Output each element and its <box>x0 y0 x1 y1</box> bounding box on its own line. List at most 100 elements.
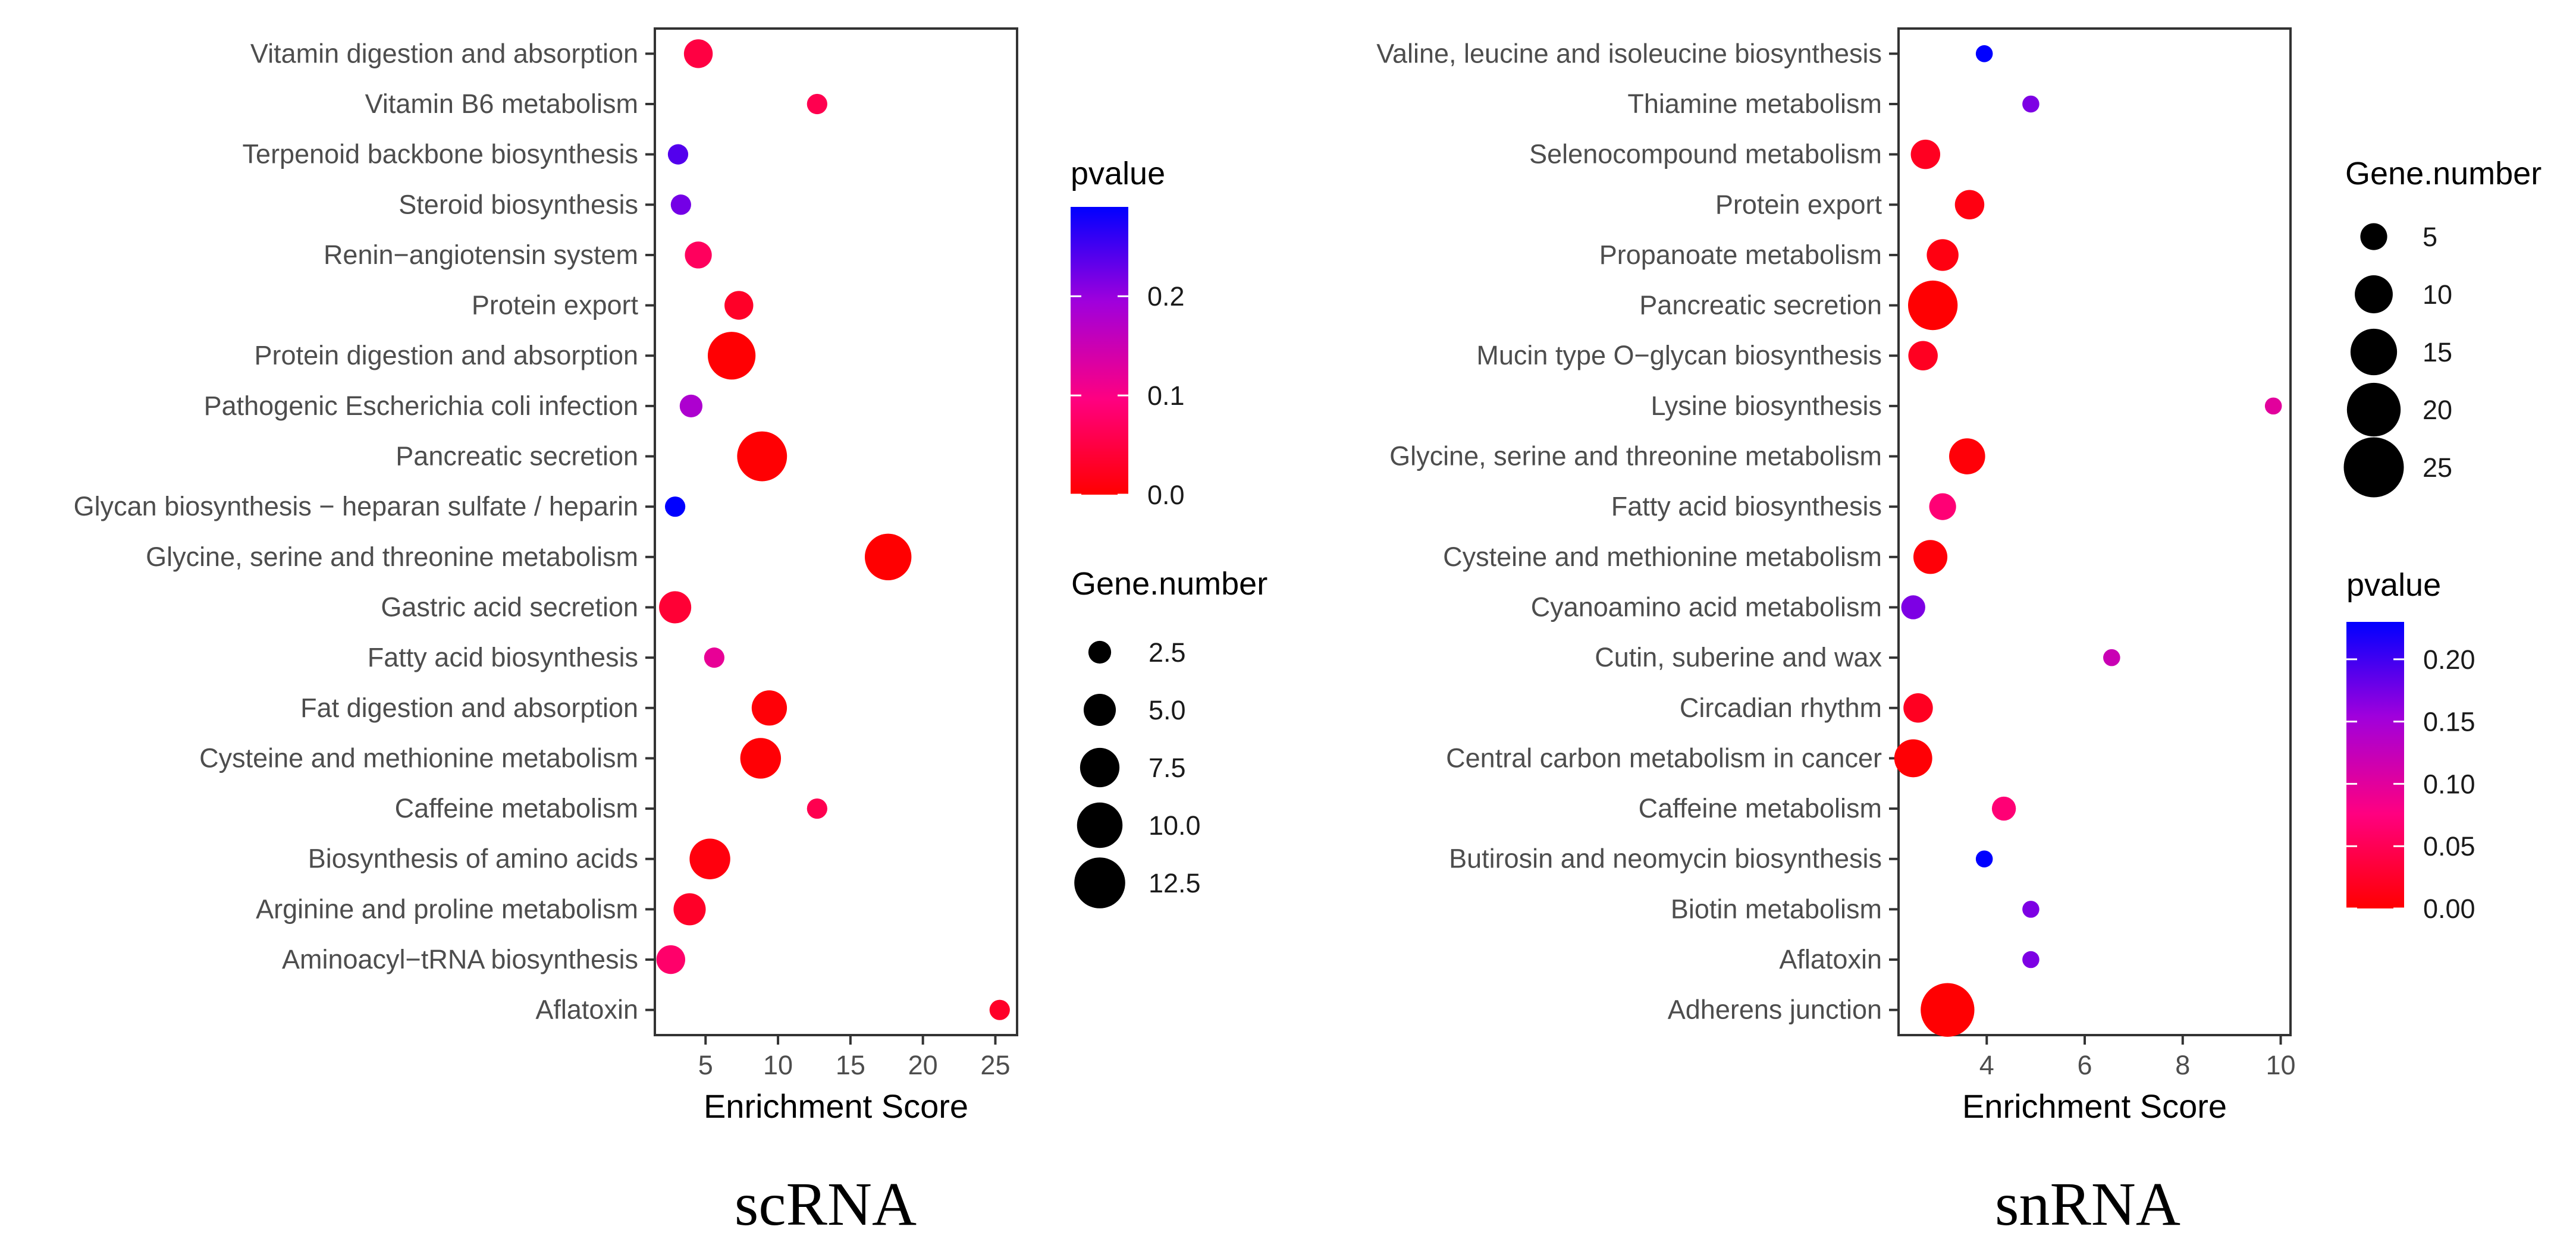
data-point <box>737 431 787 482</box>
y-category-label: Selenocompound metabolism <box>1529 139 1882 169</box>
size-legend-label: 25 <box>2423 452 2452 483</box>
y-category-label: Renin−angiotensin system <box>324 240 638 270</box>
y-category-label: Terpenoid backbone biosynthesis <box>243 139 638 169</box>
data-point <box>807 93 827 115</box>
size-legend-label: 7.5 <box>1149 753 1186 783</box>
data-point <box>689 838 730 879</box>
size-legend-title: Gene.number <box>1071 566 1267 602</box>
data-point <box>656 945 685 974</box>
color-legend-title: pvalue <box>1071 156 1165 191</box>
data-point <box>989 999 1010 1020</box>
x-tick-label: 10 <box>763 1050 793 1080</box>
data-point <box>664 496 686 517</box>
y-category-label: Central carbon metabolism in cancer <box>1446 743 1882 773</box>
data-point <box>1903 693 1933 723</box>
y-category-label: Fatty acid biosynthesis <box>1611 491 1882 521</box>
x-tick-label: 8 <box>2175 1050 2190 1080</box>
y-category-label: Glycine, serine and threonine metabolism <box>1389 441 1882 471</box>
size-legend-label: 20 <box>2423 395 2452 425</box>
data-point <box>667 144 689 165</box>
size-legend-label: 12.5 <box>1149 868 1201 898</box>
y-category-label: Fatty acid biosynthesis <box>368 642 638 672</box>
plot-panel-0 <box>654 27 1018 1036</box>
data-point <box>1901 595 1925 620</box>
data-point <box>751 690 787 726</box>
data-point <box>1926 239 1959 271</box>
x-tick-label: 10 <box>2266 1050 2295 1080</box>
size-legend-key <box>2343 437 2404 498</box>
x-tick-label: 25 <box>980 1050 1010 1080</box>
panel-caption: scRNA <box>735 1170 917 1238</box>
y-category-label: Aflatoxin <box>535 995 638 1025</box>
data-point <box>707 332 756 380</box>
data-point <box>679 394 703 418</box>
y-category-label: Mucin type O−glycan biosynthesis <box>1476 340 1882 370</box>
y-category-label: Caffeine metabolism <box>1639 793 1882 823</box>
data-point <box>1908 341 1938 370</box>
size-legend-key <box>1083 693 1116 727</box>
y-category-label: Pancreatic secretion <box>396 441 638 471</box>
color-bar <box>1071 207 1128 495</box>
data-point <box>2022 901 2040 918</box>
y-category-label: Cysteine and methionine metabolism <box>199 743 638 773</box>
data-point <box>1975 850 1993 868</box>
y-category-label: Cysteine and methionine metabolism <box>1443 542 1882 572</box>
y-category-label: Protein digestion and absorption <box>255 340 638 370</box>
data-point <box>704 647 724 668</box>
y-category-label: Aminoacyl−tRNA biosynthesis <box>282 944 638 974</box>
data-point <box>685 241 712 269</box>
data-point <box>1910 139 1941 169</box>
y-category-label: Arginine and proline metabolism <box>256 894 638 924</box>
y-category-label: Thiamine metabolism <box>1627 89 1882 119</box>
y-category-label: Gastric acid secretion <box>381 592 638 622</box>
y-category-label: Cutin, suberine and wax <box>1595 642 1882 672</box>
y-category-label: Aflatoxin <box>1779 944 1882 974</box>
size-legend-label: 5.0 <box>1149 695 1186 725</box>
color-bar-label: 0.10 <box>2423 769 2475 799</box>
data-point <box>1991 796 2016 821</box>
y-category-label: Propanoate metabolism <box>1599 240 1882 270</box>
data-point <box>659 591 692 624</box>
size-legend-key <box>1088 640 1112 664</box>
data-point <box>1908 280 1958 331</box>
plot-panel-1 <box>1897 27 2292 1036</box>
color-bar-label: 0.15 <box>2423 707 2475 737</box>
color-legend-title: pvalue <box>2346 567 2441 603</box>
data-point <box>1954 190 1985 220</box>
y-category-label: Lysine biosynthesis <box>1651 391 1882 421</box>
data-point <box>2103 649 2120 666</box>
y-category-label: Vitamin B6 metabolism <box>365 89 638 119</box>
y-category-label: Adherens junction <box>1668 995 1882 1025</box>
data-point <box>864 533 912 581</box>
data-point <box>1975 45 1993 62</box>
size-legend-label: 5 <box>2423 222 2437 252</box>
data-point <box>1921 983 1975 1037</box>
color-bar-label: 0.1 <box>1147 381 1185 411</box>
y-category-label: Biotin metabolism <box>1671 894 1882 924</box>
color-bar <box>2346 622 2404 908</box>
data-point <box>1894 739 1932 778</box>
data-point <box>807 798 827 819</box>
y-category-label: Glycine, serine and threonine metabolism <box>146 542 638 572</box>
color-bar-label: 0.2 <box>1147 281 1185 312</box>
y-category-label: Caffeine metabolism <box>395 793 638 823</box>
x-axis-title: Enrichment Score <box>704 1087 968 1125</box>
y-category-label: Steroid biosynthesis <box>399 189 638 219</box>
x-tick-label: 5 <box>698 1050 713 1080</box>
size-legend-label: 10.0 <box>1149 810 1201 841</box>
size-legend-key <box>1080 747 1120 788</box>
data-point <box>724 291 754 320</box>
data-point <box>2022 95 2040 113</box>
color-bar-label: 0.05 <box>2423 831 2475 861</box>
size-legend-label: 10 <box>2423 279 2452 310</box>
y-category-label: Circadian rhythm <box>1680 693 1882 723</box>
y-category-label: Butirosin and neomycin biosynthesis <box>1449 844 1882 874</box>
data-point <box>2264 397 2282 415</box>
size-legend-key <box>2355 275 2393 313</box>
color-bar-label: 0.00 <box>2423 894 2475 924</box>
data-point <box>2022 951 2040 969</box>
x-tick-label: 20 <box>908 1050 938 1080</box>
y-category-label: Cyanoamino acid metabolism <box>1531 592 1882 622</box>
data-point <box>740 738 782 779</box>
